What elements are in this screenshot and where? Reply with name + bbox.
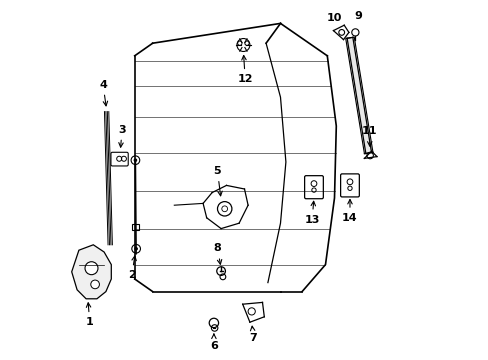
Polygon shape (345, 37, 372, 154)
Circle shape (131, 156, 140, 165)
Circle shape (133, 158, 137, 162)
Circle shape (222, 206, 227, 212)
Text: 2: 2 (128, 256, 136, 280)
Polygon shape (72, 245, 111, 299)
Text: 4: 4 (99, 80, 107, 106)
Circle shape (132, 244, 140, 253)
Circle shape (91, 280, 99, 289)
Bar (132, 224, 139, 230)
Text: 11: 11 (361, 126, 377, 146)
Text: 1: 1 (86, 303, 93, 327)
Text: 7: 7 (249, 326, 257, 343)
Text: 10: 10 (326, 13, 342, 23)
Circle shape (134, 247, 138, 251)
Text: 13: 13 (304, 201, 319, 225)
Text: 6: 6 (209, 334, 217, 351)
Text: 5: 5 (213, 166, 222, 196)
Text: 12: 12 (237, 55, 252, 84)
Text: 14: 14 (342, 199, 357, 223)
Text: 3: 3 (118, 125, 125, 147)
Circle shape (85, 262, 98, 275)
Text: 8: 8 (213, 243, 222, 264)
Text: 9: 9 (354, 11, 362, 21)
